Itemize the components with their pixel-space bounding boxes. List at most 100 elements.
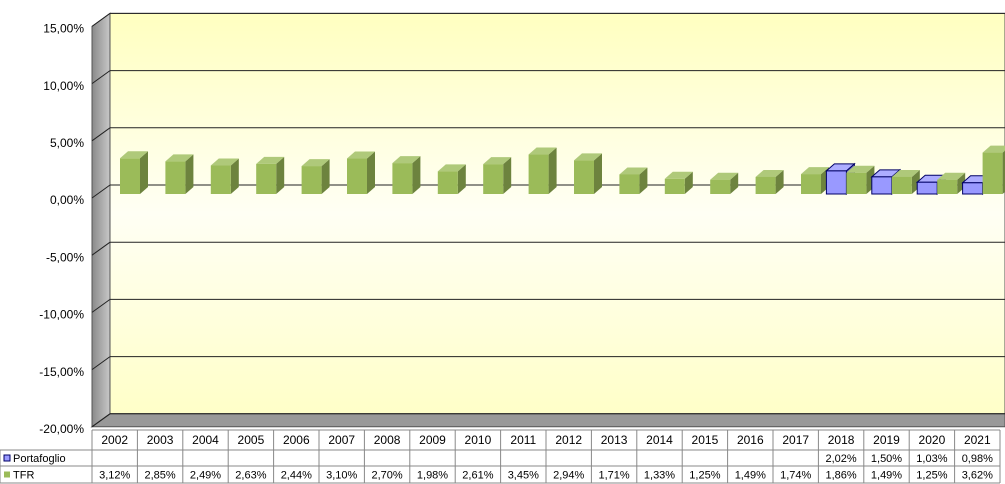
bar-side — [367, 151, 375, 194]
bar-side — [503, 157, 512, 194]
x-tick-label: 2015 — [692, 433, 719, 447]
legend-label: TFR — [13, 469, 34, 481]
bar-top — [437, 164, 466, 172]
y-tick-label: -5,00% — [46, 250, 84, 264]
x-tick-label: 2019 — [873, 433, 900, 447]
data-table-value: 1,86% — [825, 469, 856, 481]
bar — [347, 158, 367, 194]
bar — [574, 160, 594, 194]
legend-label: Portafoglio — [13, 453, 66, 465]
x-tick-label: 2007 — [328, 433, 355, 447]
bar — [801, 174, 821, 194]
floor — [90, 413, 1005, 428]
bar — [846, 172, 867, 194]
x-tick-label: 2011 — [510, 433, 536, 447]
bar — [210, 165, 231, 194]
bar-top — [891, 169, 920, 177]
bar-side — [684, 171, 693, 194]
grid-line — [91, 413, 111, 428]
bar — [825, 170, 847, 195]
data-table-value: 1,74% — [780, 469, 811, 481]
bar — [982, 152, 1003, 194]
bar-top — [301, 159, 330, 167]
x-tick-label: 2014 — [646, 433, 673, 447]
x-tick-label: 2017 — [782, 433, 809, 447]
data-table-value: 1,71% — [598, 469, 629, 481]
x-tick-label: 2008 — [374, 433, 401, 447]
grid-line — [91, 356, 111, 371]
bar-side — [730, 172, 739, 194]
bar-top — [664, 171, 693, 179]
data-table-value: 3,12% — [99, 469, 130, 481]
x-tick-label: 2021 — [964, 433, 991, 447]
data-table-value: 3,62% — [962, 469, 993, 481]
bar — [120, 158, 140, 194]
bar-top — [392, 156, 421, 164]
bar-side — [457, 164, 466, 194]
bar-top — [982, 145, 1005, 153]
legend-marker — [3, 454, 11, 462]
bar — [165, 161, 186, 194]
bar-top — [710, 172, 739, 180]
bar-side — [548, 147, 557, 194]
bar-top — [256, 156, 285, 164]
bar — [710, 179, 731, 194]
data-table-value: 1,49% — [735, 469, 766, 481]
y-tick-label: 0,00% — [50, 193, 84, 207]
bar-top — [210, 158, 239, 166]
bar — [962, 182, 984, 195]
bar — [301, 166, 322, 194]
bar-top — [846, 165, 875, 173]
legend-marker — [4, 471, 10, 478]
x-tick-label: 2009 — [419, 433, 446, 447]
bar-side — [230, 158, 239, 194]
data-table-value: 1,49% — [871, 469, 902, 481]
bar-side — [639, 167, 648, 194]
data-table-value: 2,70% — [371, 469, 402, 481]
x-tick-label: 2016 — [737, 433, 764, 447]
bar-top — [120, 151, 148, 159]
x-tick-label: 2018 — [828, 433, 855, 447]
data-table-value: 3,45% — [508, 469, 539, 481]
data-table-value: 2,49% — [190, 469, 221, 481]
side-wall — [91, 12, 111, 428]
bar-top — [528, 147, 557, 155]
y-tick-label: 5,00% — [50, 136, 84, 150]
bar — [392, 163, 413, 194]
back-wall — [109, 12, 1005, 415]
data-table-value: 1,33% — [644, 469, 675, 481]
data-table-value: 1,98% — [417, 469, 448, 481]
bar — [891, 176, 912, 194]
data-table-value: 1,25% — [689, 469, 720, 481]
data-table-value: 2,61% — [462, 469, 493, 481]
bar — [664, 178, 685, 194]
data-table-value: 1,25% — [916, 469, 947, 481]
bar — [916, 181, 938, 195]
y-tick-label: -20,00% — [39, 422, 84, 436]
bar-side — [140, 151, 148, 194]
bar — [937, 179, 958, 194]
bar-top — [801, 167, 829, 175]
data-table-value: 2,44% — [281, 469, 312, 481]
grid-line — [91, 12, 111, 27]
y-tick-label: 10,00% — [43, 79, 84, 93]
bar-top — [165, 154, 194, 162]
data-table-value: 2,02% — [825, 453, 856, 465]
bar — [528, 154, 549, 194]
x-tick-label: 2005 — [238, 433, 265, 447]
bar — [755, 176, 776, 194]
bar — [256, 163, 277, 194]
bar-side — [594, 153, 602, 194]
bar-top — [483, 157, 512, 165]
bar — [619, 174, 640, 194]
bar-top — [755, 169, 784, 177]
data-table-value: 2,63% — [235, 469, 266, 481]
bar — [437, 171, 458, 194]
data-table-value: 2,94% — [553, 469, 584, 481]
bar — [483, 164, 504, 194]
x-tick-label: 2012 — [555, 433, 582, 447]
y-tick-label: -15,00% — [39, 365, 84, 379]
bar-top — [619, 167, 648, 175]
data-table-value: 1,03% — [916, 453, 947, 465]
